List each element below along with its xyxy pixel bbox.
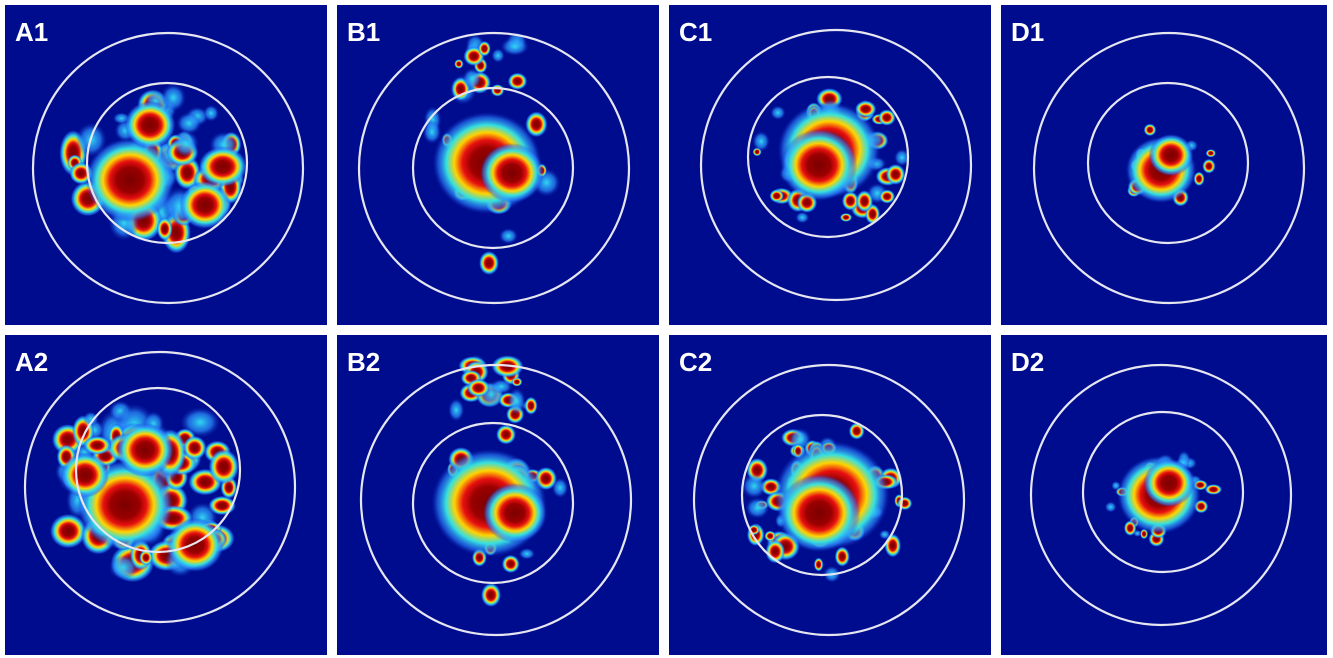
heat-core [1149, 134, 1194, 176]
panel-label: C1 [679, 17, 712, 47]
heat-blob [478, 41, 491, 56]
heat-blob [745, 497, 769, 518]
heat-blob [795, 212, 809, 224]
heat-blob [491, 48, 504, 62]
heat-blob [770, 106, 785, 120]
heat-blob [502, 555, 520, 573]
heat-blob [173, 130, 199, 157]
heat-core [116, 423, 174, 477]
heat-core [179, 181, 230, 229]
heat-blob [1105, 502, 1117, 513]
figure: A1 B1 C1 D1 A2 B2 C2 D2 [0, 0, 1333, 658]
heat-blob [479, 251, 499, 275]
heat-blob [501, 37, 529, 55]
heat-blob [886, 164, 906, 185]
heat-blob [525, 397, 538, 415]
heat-blob [770, 189, 784, 202]
heat-blob [1206, 149, 1216, 157]
heat-core [61, 453, 109, 498]
heat-blob [203, 105, 219, 122]
heat-blob [467, 379, 490, 397]
heat-blob [897, 497, 912, 510]
heat-blob [519, 548, 535, 559]
page: A1B1C1D1A2B2C2D2 (() => { const data = J… [0, 0, 1333, 658]
heat-blob [490, 379, 512, 394]
heat-core [124, 101, 175, 149]
heat-blob [463, 68, 482, 89]
heat-blob [753, 131, 770, 151]
heat-blob [814, 558, 824, 572]
heat-blob [764, 531, 776, 542]
heat-core [777, 474, 860, 552]
heat-core [480, 143, 544, 203]
panel: B1 [337, 5, 659, 325]
heat-blob [1144, 124, 1157, 136]
panel-label: D1 [1011, 17, 1044, 47]
heat-blob [511, 377, 522, 386]
heat-blob [209, 449, 239, 484]
heat-blob [840, 213, 852, 222]
heat-core [166, 518, 224, 572]
panel: C1 [669, 5, 991, 325]
panel: A1 [5, 5, 327, 325]
heat-blob [508, 388, 526, 415]
heat-blob [83, 436, 111, 455]
heat-blob [879, 189, 895, 203]
panel-label: A2 [15, 347, 48, 377]
panel-label: B2 [347, 347, 380, 377]
heat-core [1143, 459, 1194, 507]
panel: D1 [1001, 5, 1327, 325]
panel-label: B1 [347, 17, 380, 47]
heat-blob [499, 228, 518, 244]
panel: C2 [669, 335, 991, 655]
panel-label: D2 [1011, 347, 1044, 377]
heat-blob [481, 583, 501, 607]
heat-core [85, 138, 175, 222]
heat-core [781, 129, 858, 201]
panel-label: A1 [15, 17, 48, 47]
heat-blob [183, 436, 207, 460]
heat-blob [448, 398, 464, 421]
panel: A2 [5, 335, 327, 655]
heat-blob [1202, 159, 1215, 174]
heat-blob [835, 546, 850, 566]
heat-blob [496, 425, 516, 445]
heat-blob [491, 84, 504, 96]
heat-blob [856, 190, 873, 212]
heat-blob [508, 73, 527, 90]
panel: D2 [1001, 335, 1327, 655]
panel: B2 [337, 335, 659, 655]
heat-blob [176, 112, 201, 134]
panel-label: C2 [679, 347, 712, 377]
heat-blob [198, 146, 247, 186]
heat-blob [454, 59, 463, 69]
heat-blob [742, 473, 767, 498]
heat-core [483, 483, 547, 543]
